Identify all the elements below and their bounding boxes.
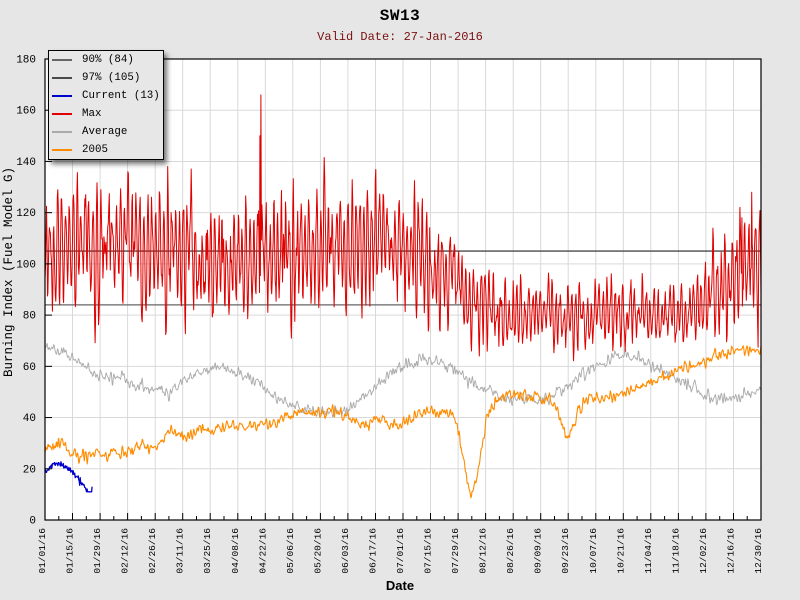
svg-text:07/29/16: 07/29/16 [450, 528, 461, 574]
svg-text:12/30/16: 12/30/16 [753, 528, 764, 574]
svg-text:11/18/16: 11/18/16 [670, 528, 681, 574]
svg-text:05/06/16: 05/06/16 [285, 528, 296, 574]
svg-text:02/26/16: 02/26/16 [147, 528, 158, 574]
svg-text:03/11/16: 03/11/16 [175, 528, 186, 574]
svg-text:11/04/16: 11/04/16 [643, 528, 654, 574]
svg-text:20: 20 [23, 464, 36, 476]
svg-text:01/15/16: 01/15/16 [65, 528, 76, 574]
svg-text:05/20/16: 05/20/16 [312, 528, 323, 574]
svg-text:01/29/16: 01/29/16 [92, 528, 103, 574]
svg-text:100: 100 [16, 259, 36, 271]
svg-text:12/16/16: 12/16/16 [726, 528, 737, 574]
svg-text:07/01/16: 07/01/16 [395, 528, 406, 574]
svg-text:08/12/16: 08/12/16 [478, 528, 489, 574]
svg-text:0: 0 [29, 516, 36, 528]
svg-text:03/25/16: 03/25/16 [202, 528, 213, 574]
svg-text:09/09/16: 09/09/16 [533, 528, 544, 574]
svg-text:12/02/16: 12/02/16 [698, 528, 709, 574]
svg-text:04/22/16: 04/22/16 [257, 528, 268, 574]
svg-text:140: 140 [16, 157, 36, 169]
svg-text:120: 120 [16, 208, 36, 220]
svg-text:80: 80 [23, 311, 36, 323]
svg-text:08/26/16: 08/26/16 [505, 528, 516, 574]
svg-text:40: 40 [23, 413, 36, 425]
svg-text:02/12/16: 02/12/16 [120, 528, 131, 574]
svg-text:06/03/16: 06/03/16 [340, 528, 351, 574]
svg-text:04/08/16: 04/08/16 [230, 528, 241, 574]
svg-text:01/01/16: 01/01/16 [37, 528, 48, 574]
svg-text:10/21/16: 10/21/16 [615, 528, 626, 574]
svg-text:07/15/16: 07/15/16 [423, 528, 434, 574]
svg-text:10/07/16: 10/07/16 [588, 528, 599, 574]
svg-text:60: 60 [23, 362, 36, 374]
svg-text:180: 180 [16, 55, 36, 67]
svg-text:06/17/16: 06/17/16 [368, 528, 379, 574]
svg-text:09/23/16: 09/23/16 [560, 528, 571, 574]
svg-text:160: 160 [16, 106, 36, 118]
